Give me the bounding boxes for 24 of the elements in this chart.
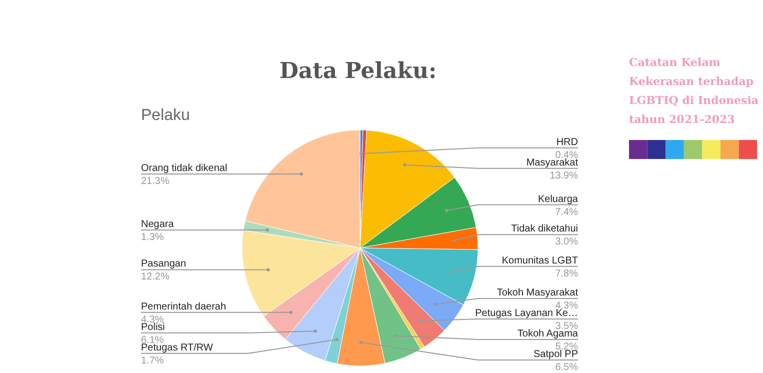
- slice-label: Tidak diketahui: [511, 224, 578, 235]
- data-label: 21.3%: [141, 176, 170, 187]
- slice-label: Petugas RT/RW: [141, 342, 214, 354]
- slice-label: Negara: [141, 219, 174, 230]
- text: Catatan Kelam Kekerasan terhadap LGBTIQ di Indonesia tahun 2021-2023: [629, 56, 759, 126]
- slice-label: Pasangan: [141, 258, 186, 270]
- data-label: 6.5%: [555, 362, 578, 373]
- chart-title: Data Pelaku:: [279, 58, 437, 84]
- slice-label: Tokoh Masyarakat: [496, 288, 578, 298]
- slice-label: Petugas Layanan Ke…: [475, 308, 578, 319]
- slice-label: Orang tidak dikenal: [141, 162, 228, 174]
- data-label: 7.8%: [555, 268, 578, 280]
- chart-subtitle: Pelaku: [141, 107, 190, 124]
- data-label: 3.0%: [555, 236, 578, 248]
- data-label: 12.2%: [141, 272, 170, 283]
- data-label: 1.7%: [141, 355, 164, 366]
- slice-label: Keluarga: [538, 194, 578, 205]
- data-label: 7.4%: [555, 206, 578, 218]
- data-label: 13.9%: [550, 170, 578, 182]
- slice-label: Komunitas LGBT: [502, 255, 578, 266]
- slice-label: HRD: [556, 136, 578, 148]
- slice-label: Pemerintah daerah: [141, 301, 226, 312]
- data-label: 1.3%: [141, 232, 164, 244]
- slice-label: Satpol PP: [534, 349, 578, 360]
